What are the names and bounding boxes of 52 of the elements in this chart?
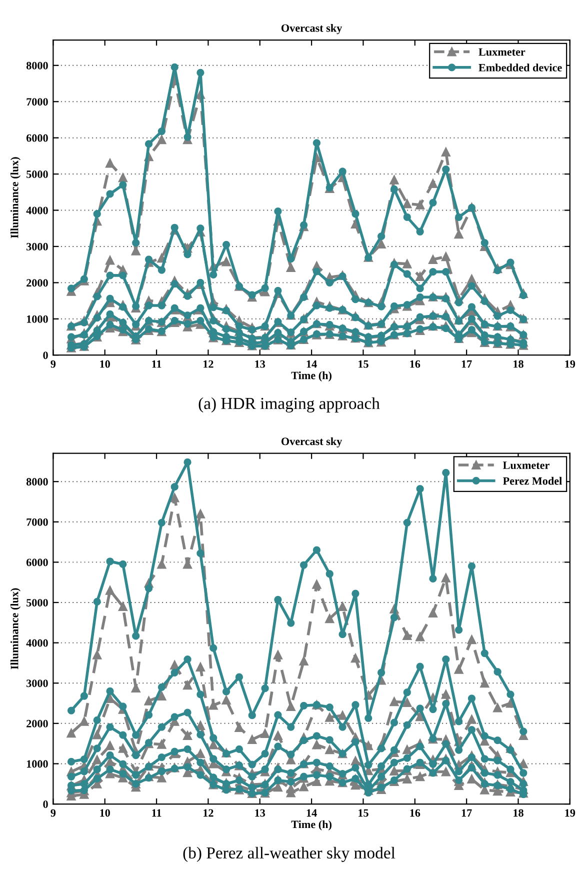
chart-title: Overcast sky (281, 24, 342, 34)
x-tick-label: 19 (565, 360, 576, 368)
y-tick-label: 1000 (26, 760, 48, 768)
chart-title: Overcast sky (281, 437, 342, 448)
x-tick-label: 10 (100, 809, 110, 817)
x-tick-label: 13 (255, 360, 266, 368)
x-tick-label: 18 (514, 809, 524, 817)
y-axis-title: Illuminance (lux) (10, 588, 21, 670)
y-tick-label: 7000 (26, 518, 48, 526)
x-tick-label: 12 (204, 809, 214, 817)
x-tick-label: 17 (462, 809, 472, 817)
x-tick-label: 16 (410, 809, 420, 817)
y-tick-label: 1000 (26, 315, 48, 323)
x-tick-label: 16 (410, 360, 420, 368)
x-axis-title: Time (h) (291, 371, 332, 382)
x-tick-label: 18 (514, 360, 524, 368)
y-tick-label: 7000 (26, 98, 48, 106)
text: (a) HDR imaging approach (198, 397, 380, 413)
y-tick-label: 4000 (26, 206, 48, 214)
y-tick-label: 6000 (26, 134, 48, 142)
x-tick-label: 12 (204, 360, 214, 368)
x-tick-label: 15 (358, 809, 368, 817)
x-tick-label: 13 (255, 809, 266, 817)
legend-label: Luxmeter (478, 48, 526, 56)
x-tick-label: 10 (100, 360, 110, 368)
x-axis-title: Time (h) (291, 820, 332, 830)
y-tick-label: 3000 (26, 680, 48, 688)
y-tick-label: 6000 (26, 558, 48, 566)
y-tick-label: 8000 (26, 62, 48, 70)
y-tick-label: 5000 (26, 598, 48, 606)
legend-label: Embedded device (478, 64, 562, 72)
y-tick-label: 0 (43, 352, 48, 360)
text: (b) Perez all-weather sky model (183, 846, 396, 862)
x-tick-label: 15 (358, 360, 368, 368)
y-tick-label: 4000 (26, 639, 48, 647)
y-tick-label: 2000 (26, 279, 48, 287)
x-tick-label: 14 (306, 360, 317, 368)
x-tick-label: 19 (565, 809, 576, 817)
x-tick-label: 9 (50, 809, 56, 817)
x-tick-label: 11 (152, 809, 162, 817)
y-tick-label: 5000 (26, 170, 48, 178)
y-axis-title: Illuminance (lux) (10, 157, 21, 238)
y-tick-label: 2000 (26, 720, 48, 728)
x-tick-label: 9 (50, 360, 56, 368)
x-tick-label: 11 (152, 360, 162, 368)
y-tick-label: 8000 (26, 478, 48, 486)
x-tick-label: 17 (462, 360, 472, 368)
y-tick-label: 0 (43, 800, 48, 808)
x-tick-label: 14 (306, 809, 317, 817)
y-tick-label: 3000 (26, 242, 48, 250)
legend-label: Perez Model (502, 476, 562, 485)
legend-label: Luxmeter (502, 462, 550, 470)
